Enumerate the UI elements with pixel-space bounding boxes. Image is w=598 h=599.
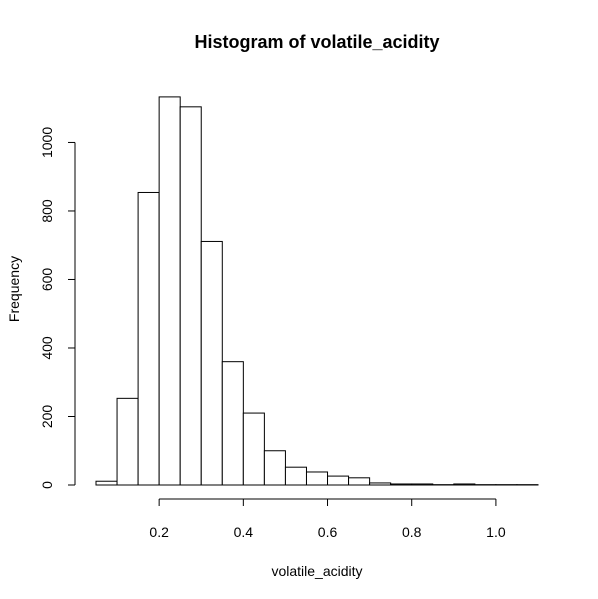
y-axis-tick-label: 800 (39, 199, 55, 223)
histogram-bar (411, 483, 434, 486)
x-axis-tick-label: 0.8 (402, 524, 422, 540)
histogram-bar (284, 466, 307, 486)
histogram-bar (327, 475, 350, 486)
histogram-bar (200, 240, 223, 486)
x-axis-tick-label: 0.4 (234, 524, 254, 540)
histogram-bar (348, 477, 371, 486)
histogram-bar (95, 480, 118, 486)
x-axis-tick-label: 0.6 (318, 524, 338, 540)
bar-group (95, 96, 539, 486)
histogram-bar (242, 412, 265, 486)
y-axis-tick-label: 200 (39, 405, 55, 429)
y-axis-label: Frequency (6, 256, 22, 322)
histogram-bar (369, 482, 392, 486)
histogram-bar (116, 397, 139, 486)
histogram-bar (390, 483, 413, 486)
x-axis: 0.2 0.4 0.6 0.8 1.0 (149, 498, 506, 540)
y-axis: 0 200 400 600 800 1000 (39, 127, 76, 489)
y-axis-tick-label: 0 (39, 481, 55, 489)
histogram-bar (137, 191, 160, 486)
y-axis-tick-label: 1000 (39, 127, 55, 158)
histogram-bar (158, 96, 181, 486)
x-axis-tick-label: 1.0 (486, 524, 506, 540)
histogram-bar (263, 450, 286, 486)
histogram-bar (453, 483, 476, 486)
histogram-bar (179, 106, 202, 486)
histogram-bar (221, 361, 244, 486)
x-axis-tick-label: 0.2 (149, 524, 169, 540)
histogram-bar (305, 471, 329, 486)
y-axis-tick-label: 600 (39, 268, 55, 292)
x-axis-label: volatile_acidity (271, 563, 362, 579)
y-axis-tick-label: 400 (39, 336, 55, 360)
chart-title: Histogram of volatile_acidity (194, 32, 439, 52)
